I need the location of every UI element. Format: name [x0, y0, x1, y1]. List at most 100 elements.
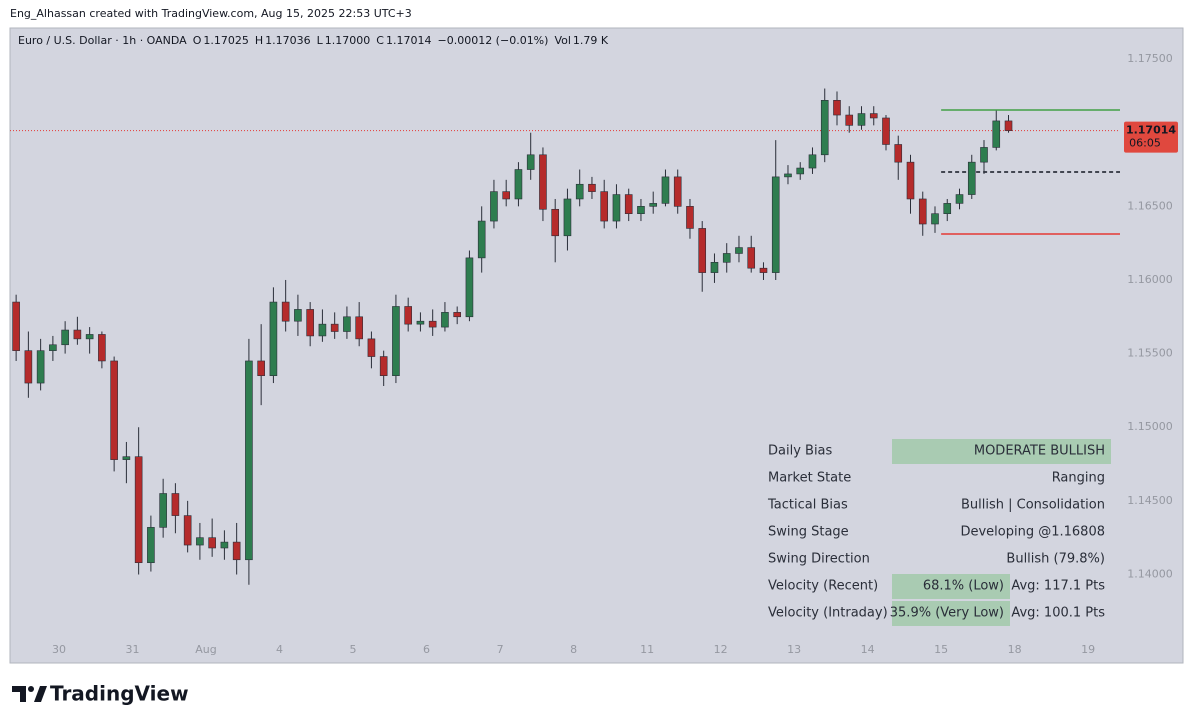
row-label: Swing Stage [768, 525, 849, 540]
row-value: 68.1% (Low) [923, 579, 1004, 594]
legend-key: H [255, 34, 263, 47]
candle-body [24, 350, 33, 384]
legend-key: Vol [554, 34, 570, 47]
price-tag [1124, 121, 1178, 153]
row-value: 35.9% (Very Low) [890, 606, 1004, 621]
candle-body [943, 203, 952, 214]
candle-body [355, 316, 363, 340]
y-tick-label: 1.15000 [1127, 420, 1173, 433]
candle-body [918, 198, 927, 225]
value-cell [892, 601, 1010, 626]
row-label: Velocity (Intraday) [768, 606, 888, 621]
candle-body [490, 191, 498, 222]
x-tick-label: 13 [787, 643, 801, 656]
candle-body [147, 527, 155, 564]
candle-body [110, 360, 118, 460]
row-label: Swing Direction [768, 552, 870, 567]
candle-body [649, 203, 658, 207]
candle-body [575, 183, 584, 200]
legend-value: 1.17036 [265, 34, 311, 47]
legend-key: L [317, 34, 324, 47]
x-tick-label: 11 [640, 643, 654, 656]
row-avg: Avg: 117.1 Pts [1011, 579, 1105, 594]
candle-body [967, 161, 976, 195]
candle-body [196, 537, 204, 546]
candle-body [955, 194, 964, 204]
candle-body [134, 456, 143, 564]
candle-body [36, 350, 45, 384]
candle-body [722, 253, 731, 263]
row-value: MODERATE BULLISH [974, 444, 1105, 459]
candle-body [747, 247, 756, 269]
candle-body [771, 176, 780, 273]
candle-body [673, 176, 682, 207]
x-tick-label: 7 [497, 643, 504, 656]
row-label: Market State [768, 471, 851, 486]
candle-body [404, 306, 412, 325]
x-tick-label: 5 [350, 643, 357, 656]
candle-body [453, 312, 461, 318]
candle-body [539, 154, 547, 210]
x-tick-label: 19 [1081, 643, 1095, 656]
row-label: Daily Bias [768, 444, 833, 459]
candle-body [980, 147, 988, 163]
candle-body [637, 206, 645, 214]
y-tick-label: 1.15500 [1127, 347, 1173, 360]
candle-body [808, 154, 817, 169]
candle-body [661, 176, 670, 204]
value-cell [892, 439, 1111, 464]
y-tick-label: 1.14500 [1127, 494, 1173, 507]
candle-body [49, 344, 57, 351]
candle-body [612, 194, 621, 222]
candle-body [441, 312, 449, 328]
candle-body [551, 208, 559, 237]
row-value: Bullish | Consolidation [961, 498, 1105, 513]
price-tag-label: 1.17014 [1126, 124, 1176, 137]
candle-body [735, 247, 743, 254]
candle-body [563, 198, 572, 237]
candle-body [465, 257, 474, 318]
candle-body [159, 493, 167, 528]
tv-logo [12, 686, 47, 702]
x-tick-label: Aug [195, 643, 216, 656]
x-tick-label: 18 [1008, 643, 1022, 656]
legend-value: 1.17000 [325, 34, 371, 47]
candle-body [882, 117, 890, 145]
x-tick-label: 15 [934, 643, 948, 656]
row-avg: Avg: 100.1 Pts [1011, 606, 1105, 621]
legend-value: 1.17025 [203, 34, 249, 47]
candle-body [931, 213, 939, 225]
candle-body [306, 309, 314, 337]
candle-body [857, 113, 866, 126]
candle-body [759, 267, 768, 273]
candle-body [624, 194, 633, 214]
candle-body [992, 120, 1001, 148]
candle-body [784, 173, 792, 178]
candle-body [245, 360, 253, 561]
row-label: Velocity (Recent) [768, 579, 878, 594]
row-value: Bullish (79.8%) [1006, 552, 1105, 567]
value-cell [892, 574, 1010, 599]
candle-body [514, 169, 523, 200]
x-tick-label: 30 [52, 643, 66, 656]
legend-key: C [376, 34, 384, 47]
candle-body [73, 329, 82, 340]
legend-value: 1.79 K [573, 34, 609, 47]
candle-body [220, 541, 229, 549]
candle-body [85, 334, 94, 340]
candle-body [98, 334, 106, 362]
x-tick-label: 12 [714, 643, 728, 656]
x-tick-label: 4 [276, 643, 283, 656]
x-tick-label: 31 [126, 643, 140, 656]
attribution: Eng_Alhassan created with TradingView.co… [10, 7, 412, 20]
candle-body [392, 306, 400, 376]
x-tick-label: 8 [570, 643, 577, 656]
candle-body [526, 154, 535, 170]
candle-body [502, 191, 510, 200]
y-tick-label: 1.16500 [1127, 199, 1173, 212]
candle-body [281, 301, 290, 322]
candle-body [845, 114, 854, 126]
candle-body [833, 100, 841, 116]
candle-body [208, 537, 216, 549]
candle-body [232, 541, 241, 561]
